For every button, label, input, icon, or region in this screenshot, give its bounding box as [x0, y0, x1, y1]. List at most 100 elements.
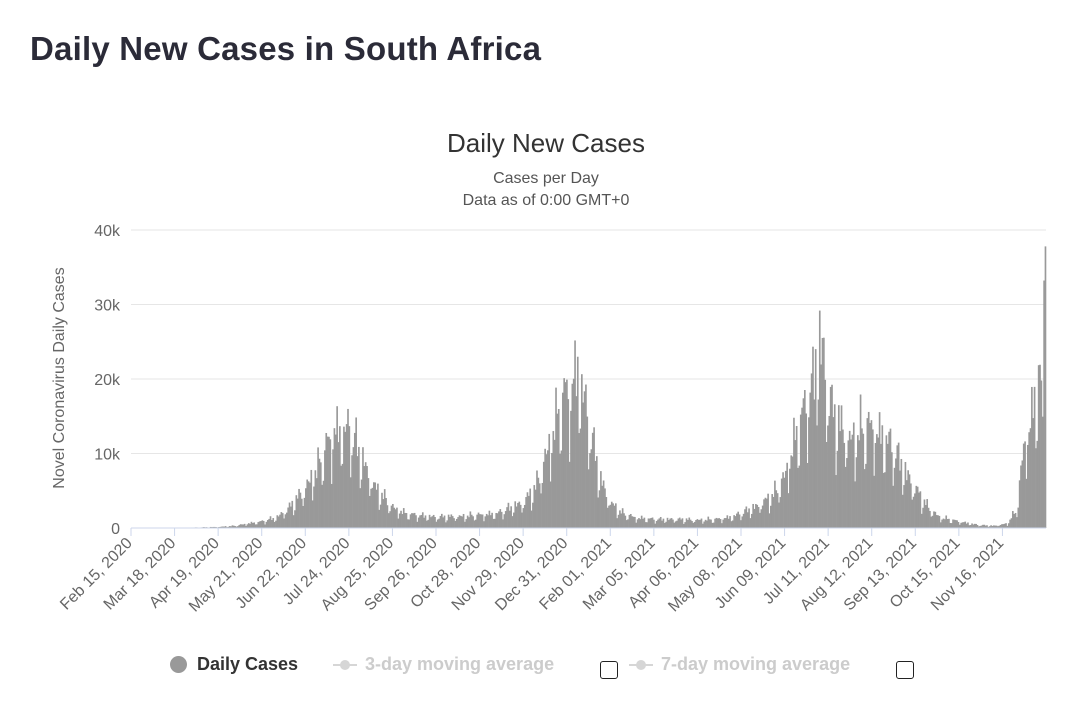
bar: [238, 525, 241, 528]
bar: [526, 492, 529, 528]
bar: [798, 465, 801, 528]
bar: [287, 507, 290, 528]
bar: [416, 521, 419, 528]
bar: [397, 518, 400, 528]
bar: [371, 487, 374, 528]
bar: [972, 524, 975, 528]
bar: [576, 356, 579, 528]
bar: [726, 515, 729, 528]
bar: [551, 452, 553, 528]
bar: [674, 521, 677, 528]
bar: [668, 520, 670, 528]
bar: [878, 412, 881, 528]
bar: [500, 511, 503, 528]
bar: [613, 505, 616, 528]
bar: [517, 502, 519, 528]
bar: [882, 472, 885, 528]
bar: [515, 506, 518, 528]
bar: [628, 514, 631, 528]
bar: [1014, 512, 1017, 528]
bar: [619, 510, 621, 528]
bar: [474, 519, 477, 528]
bar: [212, 526, 215, 528]
bar: [673, 522, 676, 528]
bar: [368, 495, 371, 528]
bar: [984, 525, 987, 528]
bar: [836, 450, 839, 528]
bar: [522, 508, 525, 528]
bar: [723, 518, 726, 528]
bar: [662, 518, 665, 528]
bar: [669, 518, 672, 528]
bar: [719, 519, 722, 528]
page-title: Daily New Cases in South Africa: [30, 30, 542, 67]
bar: [359, 488, 362, 528]
bar: [374, 482, 377, 528]
bar: [299, 492, 302, 528]
bar: [897, 442, 900, 528]
bar: [302, 505, 304, 528]
bar: [907, 470, 909, 528]
bar: [481, 514, 484, 528]
bar: [264, 524, 266, 528]
7-day-average-checkbox[interactable]: [896, 661, 914, 679]
bar: [472, 516, 474, 528]
bar: [514, 501, 517, 528]
legend-item-daily-cases[interactable]: Daily Cases: [170, 654, 298, 675]
bar: [523, 504, 526, 528]
bar: [808, 417, 810, 528]
bar: [729, 516, 731, 528]
bar: [560, 450, 563, 528]
bar: [227, 526, 230, 528]
bar: [1025, 478, 1028, 528]
bar: [877, 437, 880, 528]
bar: [997, 526, 999, 528]
y-tick-label: 20k: [94, 372, 121, 389]
bar: [330, 483, 333, 528]
bar: [583, 391, 586, 528]
bar: [519, 504, 522, 528]
bar: [295, 495, 298, 528]
bar: [1017, 507, 1020, 528]
bar: [468, 517, 470, 528]
bar: [915, 485, 918, 528]
bar: [1039, 364, 1041, 528]
bar: [504, 511, 507, 528]
bar: [491, 512, 493, 528]
3-day-average-checkbox[interactable]: [600, 661, 618, 679]
bar: [1041, 416, 1044, 528]
bar: [273, 521, 276, 528]
bar: [1044, 246, 1047, 528]
legend-item-3-day-average[interactable]: 3-day moving average: [333, 654, 554, 675]
bar: [1003, 523, 1006, 528]
legend-item-7-day-average[interactable]: 7-day moving average: [629, 654, 850, 675]
bar: [390, 505, 393, 528]
bar: [492, 518, 495, 528]
bar: [964, 521, 967, 528]
bar: [933, 511, 935, 528]
bar: [502, 519, 504, 528]
bar: [360, 479, 363, 528]
bar: [363, 466, 366, 528]
bar: [473, 520, 476, 528]
bar: [246, 524, 249, 528]
bar: [863, 469, 866, 528]
bar: [479, 514, 481, 528]
bar: [695, 519, 697, 528]
bar: [646, 522, 648, 528]
bar: [827, 425, 829, 528]
bar: [638, 518, 640, 528]
bar: [386, 505, 389, 528]
bar: [300, 498, 303, 528]
bar: [336, 406, 338, 528]
bar: [547, 450, 549, 528]
bar: [786, 462, 788, 528]
bar: [288, 502, 291, 528]
bar: [487, 515, 489, 528]
bar: [405, 512, 408, 528]
bar: [417, 517, 420, 528]
bar: [598, 490, 601, 528]
bar: [275, 520, 277, 528]
bar: [806, 462, 809, 528]
